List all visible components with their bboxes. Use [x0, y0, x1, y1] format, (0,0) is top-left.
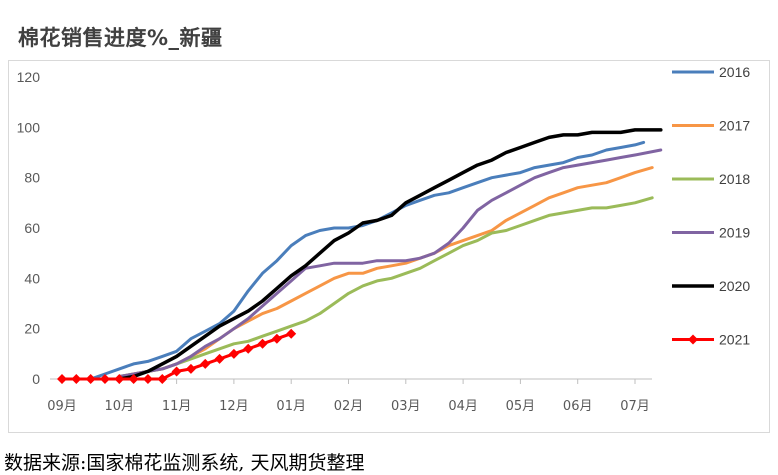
data-point-2021	[171, 366, 182, 377]
y-tick-label: 60	[24, 220, 40, 236]
series-line-2019	[117, 148, 663, 378]
x-tick-label: 05月	[506, 399, 536, 414]
legend-label-2021: 2021	[719, 332, 750, 348]
series-line-2018	[117, 196, 654, 378]
legend-label-2019: 2019	[719, 225, 750, 241]
data-point-2021	[228, 348, 239, 359]
legend-label-2017: 2017	[719, 118, 750, 134]
plot-area-border	[8, 60, 770, 433]
data-point-2021	[128, 374, 139, 384]
data-point-2021	[185, 363, 196, 374]
data-point-2021	[142, 374, 153, 384]
y-tick-label: 40	[24, 270, 40, 286]
legend-label-2018: 2018	[719, 171, 750, 187]
series-line-2017	[117, 166, 654, 378]
x-tick-label: 12月	[219, 399, 249, 414]
data-point-2021	[257, 338, 268, 349]
data-source-note: 数据来源:国家棉花监测系统, 天风期货整理	[4, 452, 365, 474]
data-point-2021	[271, 333, 282, 344]
y-tick-label: 0	[32, 371, 40, 387]
series-line-2016	[60, 140, 646, 381]
data-point-2021	[85, 374, 96, 384]
y-tick-label: 80	[24, 170, 40, 186]
data-point-2021	[286, 328, 297, 339]
data-point-2021	[200, 358, 211, 369]
x-tick-label: 10月	[105, 399, 135, 414]
data-point-2021	[57, 374, 67, 384]
y-tick-label: 100	[17, 119, 41, 135]
y-tick-label: 120	[17, 69, 41, 85]
x-tick-label: 01月	[276, 399, 306, 414]
data-point-2021	[157, 374, 168, 384]
x-tick-label: 03月	[391, 399, 421, 414]
data-point-2021	[214, 353, 225, 364]
x-tick-label: 06月	[563, 399, 593, 414]
data-point-2021	[114, 374, 125, 384]
data-point-2021	[243, 343, 254, 354]
legend-label-2016: 2016	[719, 64, 750, 80]
x-tick-label: 11月	[162, 399, 192, 414]
x-tick-label: 04月	[448, 399, 478, 414]
legend-marker-2021	[688, 334, 698, 345]
x-tick-label: 07月	[620, 399, 650, 414]
y-tick-label: 20	[24, 321, 40, 337]
series-line-2020	[117, 128, 663, 381]
data-point-2021	[71, 374, 82, 384]
cotton-sales-progress-chart: 0 20 40 60 80 100 120 09月 10月 11月 12月 01月 02月 03月 04月 0…	[17, 64, 751, 414]
legend-label-2020: 2020	[719, 278, 750, 294]
data-point-2021	[99, 374, 110, 384]
chart-title: 棉花销售进度%_新疆	[18, 26, 223, 50]
x-tick-label: 02月	[334, 399, 364, 414]
x-tick-label: 09月	[47, 399, 77, 414]
